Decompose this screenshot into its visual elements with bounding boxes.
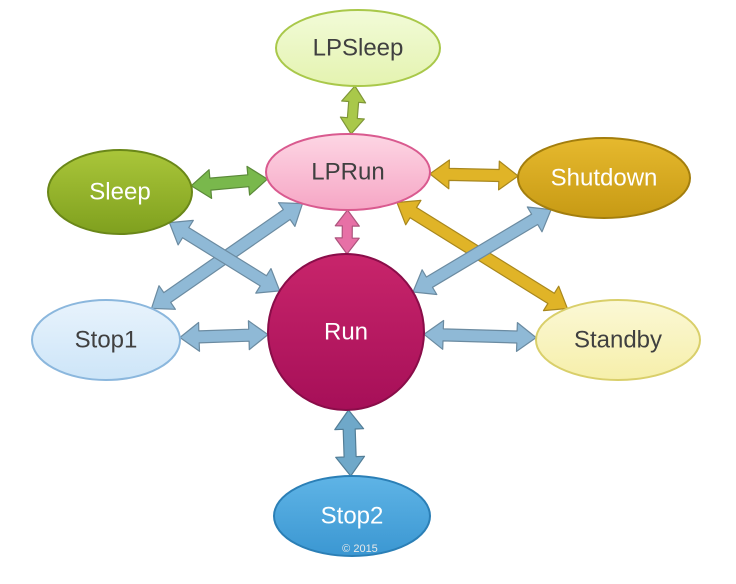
edge-arrow bbox=[335, 210, 359, 254]
state-diagram: Run LPRun LPSleep Sleep Stop1 Stop2 Standby Shu… bbox=[0, 0, 736, 584]
node-shutdown: Shutdown bbox=[518, 138, 690, 218]
footer-text: © 2015 bbox=[342, 543, 378, 555]
edge-arrow bbox=[335, 410, 365, 476]
nodes-layer: Run LPRun LPSleep Sleep Stop1 Stop2 Standby Shu… bbox=[32, 10, 700, 556]
node-label-run: Run bbox=[324, 319, 368, 346]
node-standby: Standby bbox=[536, 300, 700, 380]
node-label-lprun: LPRun bbox=[311, 159, 384, 186]
node-lprun: LPRun bbox=[266, 134, 430, 210]
node-label-standby: Standby bbox=[574, 327, 662, 354]
node-label-sleep: Sleep bbox=[89, 179, 150, 206]
edge-arrow bbox=[424, 321, 536, 352]
edge-arrow bbox=[180, 321, 268, 352]
node-label-stop2: Stop2 bbox=[321, 503, 384, 530]
edge-arrow bbox=[340, 86, 365, 134]
node-lpsleep: LPSleep bbox=[276, 10, 440, 86]
node-label-lpsleep: LPSleep bbox=[313, 35, 404, 62]
edge-arrow bbox=[191, 166, 267, 198]
node-run: Run bbox=[268, 254, 424, 410]
node-label-shutdown: Shutdown bbox=[551, 165, 658, 192]
node-label-stop1: Stop1 bbox=[75, 327, 138, 354]
node-sleep: Sleep bbox=[48, 150, 192, 234]
edge-arrow bbox=[430, 160, 518, 190]
node-stop1: Stop1 bbox=[32, 300, 180, 380]
